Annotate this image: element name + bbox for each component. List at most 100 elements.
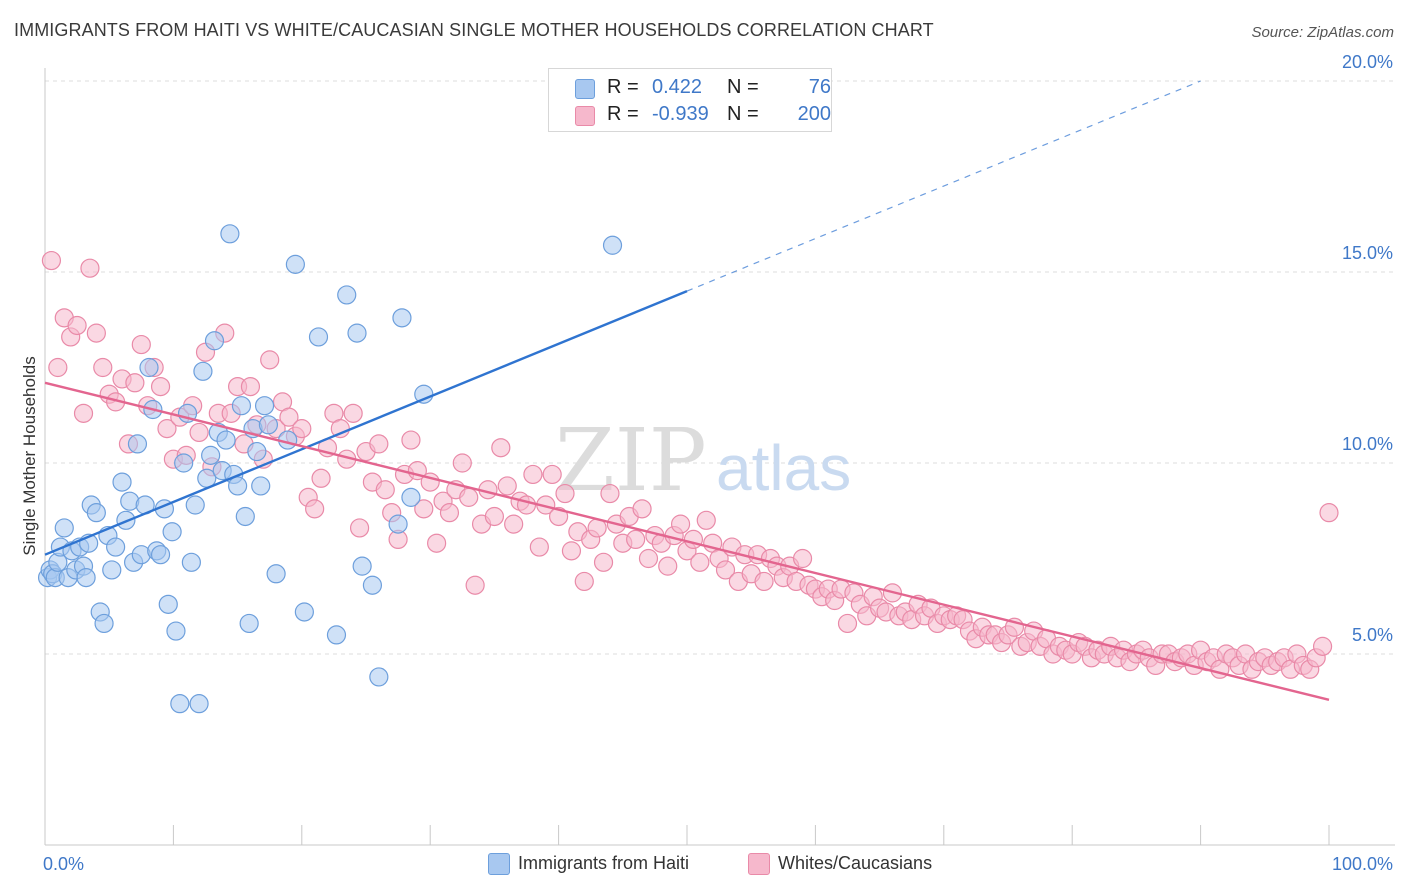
point-whites — [683, 529, 704, 550]
point-whites — [80, 258, 100, 278]
point-whites — [414, 499, 434, 519]
point-whites — [452, 453, 472, 473]
point-haiti — [193, 361, 213, 381]
point-haiti — [139, 357, 159, 378]
point-haiti — [285, 254, 305, 274]
point-haiti — [127, 434, 148, 454]
point-haiti — [86, 503, 106, 523]
point-haiti — [181, 552, 201, 572]
point-whites — [305, 499, 325, 519]
point-whites — [465, 575, 485, 595]
point-whites — [696, 510, 716, 530]
legend-r-value: 0.422 — [652, 76, 703, 98]
point-whites — [343, 403, 363, 423]
point-haiti — [254, 396, 275, 416]
y-tick-label: 15.0% — [1342, 243, 1393, 263]
point-haiti — [326, 625, 347, 645]
watermark-atlas: atlas — [716, 432, 851, 504]
point-whites — [427, 533, 447, 553]
point-haiti — [220, 224, 240, 244]
y-axis-label: Single Mother Households — [20, 356, 39, 556]
point-whites — [658, 556, 678, 576]
point-whites — [491, 438, 511, 458]
point-whites — [548, 506, 569, 527]
point-whites — [48, 357, 68, 378]
point-haiti — [94, 613, 114, 634]
point-whites — [529, 537, 549, 557]
x-tick-label: 100.0% — [1332, 854, 1393, 874]
point-haiti — [189, 694, 209, 714]
point-whites — [504, 514, 524, 534]
y-tick-label: 10.0% — [1342, 434, 1393, 454]
point-whites — [349, 518, 370, 538]
point-haiti — [308, 327, 329, 347]
point-haiti — [337, 285, 357, 305]
point-whites — [240, 377, 261, 397]
point-whites — [523, 464, 543, 485]
y-tick-label: 20.0% — [1342, 52, 1393, 72]
series-whites-caucasians — [41, 250, 1339, 679]
point-whites — [792, 548, 813, 569]
legend-n-value: 200 — [797, 103, 831, 125]
point-haiti — [150, 545, 171, 565]
point-whites — [632, 499, 652, 519]
point-haiti — [102, 560, 122, 580]
legend-r-label: R = — [607, 103, 639, 125]
point-haiti — [247, 441, 267, 462]
y-tick-label: 5.0% — [1352, 625, 1393, 645]
point-haiti — [106, 537, 126, 557]
point-whites — [401, 430, 421, 450]
point-whites — [73, 403, 94, 423]
trend-lines — [44, 80, 1330, 702]
point-haiti — [401, 487, 421, 507]
point-whites — [459, 487, 479, 507]
point-whites — [279, 407, 299, 427]
point-whites — [86, 323, 106, 343]
point-whites — [369, 434, 389, 454]
point-whites — [41, 250, 62, 271]
point-whites — [497, 476, 517, 496]
source-note: Source: ZipAtlas.com — [1251, 24, 1394, 41]
point-haiti — [185, 495, 205, 515]
point-whites — [131, 334, 151, 355]
legend-n-label: N = — [727, 103, 759, 125]
legend-n-value: 76 — [808, 76, 831, 98]
trend-line-haiti — [44, 289, 688, 556]
point-whites — [439, 503, 460, 523]
point-haiti — [76, 567, 96, 588]
point-haiti — [112, 472, 132, 492]
point-whites — [638, 548, 659, 569]
point-haiti — [204, 331, 225, 351]
point-whites — [555, 483, 575, 504]
bottom-legend-swatch-pink — [748, 853, 770, 875]
point-haiti — [228, 476, 248, 496]
point-haiti — [362, 575, 383, 595]
watermark-zip: ZIP — [555, 411, 707, 511]
chart-title: IMMIGRANTS FROM HAITI VS WHITE/CAUCASIAN… — [14, 20, 934, 40]
point-haiti — [166, 621, 186, 641]
legend-r-label: R = — [607, 76, 639, 98]
point-whites — [375, 480, 395, 500]
tick-labels: 5.0% 10.0% 15.0% 20.0% 0.0% 100.0% — [43, 52, 1393, 874]
watermark: ZIP atlas — [555, 411, 851, 511]
point-whites — [157, 419, 177, 439]
point-whites — [837, 613, 858, 634]
point-whites — [67, 315, 87, 336]
point-haiti — [258, 415, 279, 435]
point-haiti — [174, 453, 194, 473]
point-whites — [754, 571, 774, 592]
point-haiti — [235, 506, 255, 527]
point-haiti — [369, 667, 389, 687]
point-whites — [311, 468, 331, 488]
bottom-legend-label: Immigrants from Haiti — [518, 853, 690, 873]
point-haiti — [352, 556, 372, 576]
correlation-legend: R = 0.422 N = 76 R = -0.939 N = 200 — [548, 68, 832, 132]
point-whites — [690, 552, 710, 572]
series-immigrants-from-haiti — [37, 224, 623, 714]
point-whites — [150, 377, 171, 397]
point-whites — [93, 357, 113, 378]
point-haiti — [216, 430, 236, 450]
point-haiti — [266, 564, 286, 584]
point-whites — [292, 419, 312, 439]
